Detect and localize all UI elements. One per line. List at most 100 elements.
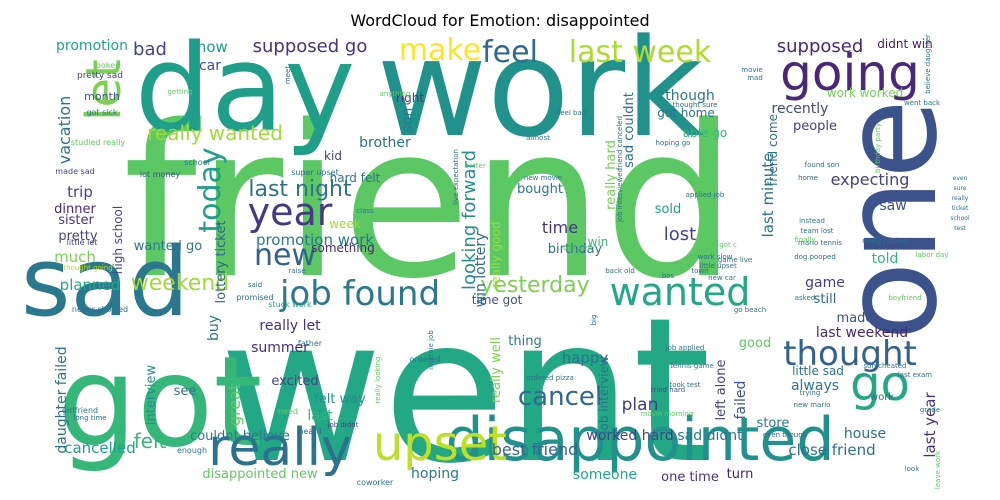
cloud-word: win lottery: [473, 233, 489, 308]
cloud-word: game live: [718, 256, 752, 264]
cloud-word: sister: [58, 213, 94, 228]
cloud-word: much: [54, 248, 96, 266]
cloud-word: wanted: [610, 270, 751, 314]
cloud-word: summer: [251, 340, 309, 356]
cloud-word: last exam: [898, 371, 932, 379]
cloud-word: go: [850, 356, 910, 412]
cloud-word: got home: [657, 106, 715, 120]
cloud-word: finally: [794, 236, 815, 244]
cloud-word: really: [952, 195, 969, 202]
cloud-word: instead: [799, 217, 825, 225]
cloud-word: labor day: [916, 251, 949, 259]
cloud-word: mad: [747, 74, 763, 82]
cloud-word: last year: [921, 392, 939, 458]
cloud-word: ordered pizza: [526, 374, 574, 382]
cloud-word: last minute: [759, 153, 777, 238]
cloud-word: school: [184, 158, 210, 167]
cloud-word: need: [278, 407, 298, 416]
cloud-word: worked hard: [586, 428, 673, 444]
cloud-word: promotion work: [256, 231, 374, 249]
cloud-word: tried hard: [651, 386, 685, 394]
cloud-word: ordered: [409, 355, 440, 364]
cloud-word: made sad: [55, 167, 94, 176]
cloud-word: failed: [733, 381, 749, 420]
cloud-word: thought going: [63, 264, 112, 272]
cloud-word: looked: [94, 61, 120, 70]
cloud-word: bad: [133, 39, 167, 60]
cloud-word: new movie: [524, 174, 562, 182]
cloud-word: got c: [719, 241, 737, 249]
cloud-word: asked: [795, 294, 816, 302]
cloud-word: lot money: [140, 170, 180, 179]
cloud-word: new: [254, 238, 316, 273]
cloud-word: sure: [954, 185, 967, 192]
cloud-word: super upset: [291, 168, 338, 177]
cloud-word: left alone: [714, 360, 729, 421]
cloud-word: birthday: [548, 242, 603, 257]
cloud-word: still: [814, 292, 837, 307]
cloud-word: last weekend: [816, 325, 908, 341]
cloud-word: see: [174, 384, 197, 399]
cloud-word: excited: [271, 374, 318, 389]
cloud-word: felt: [134, 429, 167, 453]
cloud-word: hoping go: [656, 139, 691, 147]
cloud-word: happy: [562, 349, 609, 367]
cloud-word: live expectation: [452, 149, 460, 205]
cloud-word: win: [588, 235, 609, 249]
cloud-word: leave work: [934, 450, 942, 489]
cloud-word: work: [870, 392, 894, 403]
cloud-word: lost: [664, 224, 696, 245]
cloud-word: planned: [60, 276, 121, 294]
cloud-word: grade: [920, 406, 940, 414]
cloud-word: back old: [605, 267, 635, 275]
cloud-word: saw: [879, 198, 906, 214]
cloud-word: thing: [508, 334, 541, 349]
cloud-word: little upset: [699, 262, 737, 270]
cloud-word: team lost: [800, 227, 833, 235]
cloud-word: time: [542, 218, 578, 237]
cloud-word: pretty: [58, 229, 98, 244]
cloud-word: movie morning: [641, 410, 694, 418]
cloud-word: studied really: [71, 138, 126, 147]
cloud-word: expecting: [831, 170, 910, 189]
cloud-word: trip: [67, 183, 93, 201]
cloud-word: best friend: [492, 440, 579, 459]
cloud-word: go beach: [734, 306, 766, 314]
cloud-word: got sick: [86, 108, 117, 117]
cloud-word: didnt win: [877, 37, 932, 51]
cloud-word: even: [953, 175, 968, 182]
cloud-word: told: [872, 251, 899, 267]
cloud-word: daughter failed: [54, 346, 70, 453]
cloud-word: ticket: [952, 205, 969, 212]
cloud-word: really hard: [604, 140, 619, 210]
cloud-word: enough: [177, 446, 207, 455]
cloud-word: month: [84, 90, 120, 103]
cloud-word: promised: [236, 293, 273, 302]
cloud-word: supposed go: [253, 36, 368, 57]
cloud-word: last week: [569, 35, 712, 70]
cloud-word: felt way: [314, 392, 366, 407]
cloud-word: little let: [67, 238, 98, 247]
cloud-word: yesterday: [480, 273, 589, 298]
cloud-word: let: [76, 59, 132, 121]
cloud-word: vacation: [55, 96, 74, 165]
cloud-word: promotion: [56, 38, 128, 54]
cloud-word: raise: [288, 267, 305, 275]
cloud-word: even though: [763, 431, 807, 439]
cloud-word: know: [188, 38, 228, 56]
cloud-word: cancel: [518, 382, 602, 412]
cloud-word: mario tennis: [798, 239, 842, 247]
cloud-word: able go: [683, 126, 727, 140]
cloud-word: father: [298, 339, 323, 348]
cloud-word: time got: [472, 293, 523, 307]
cloud-word: one: [814, 99, 966, 341]
cloud-word: went back: [904, 99, 941, 107]
cloud-word: never showed: [72, 305, 128, 314]
cloud-word: disappointed new: [202, 467, 318, 482]
cloud-word: sad: [21, 228, 189, 338]
cloud-word: went: [219, 275, 711, 500]
cloud-word: pretty sad: [77, 71, 123, 81]
cloud-word: week: [329, 217, 361, 231]
cloud-word: son: [400, 108, 416, 133]
